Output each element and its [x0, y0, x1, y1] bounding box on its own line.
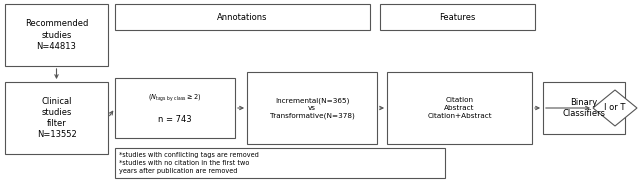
- FancyBboxPatch shape: [115, 148, 445, 178]
- Text: Incremental(N=365)
vs
Transformative(N=378): Incremental(N=365) vs Transformative(N=3…: [269, 97, 355, 119]
- FancyBboxPatch shape: [5, 82, 108, 154]
- Text: *studies with conflicting tags are removed
*studies with no citation in the firs: *studies with conflicting tags are remov…: [119, 153, 259, 174]
- Text: Clinical
studies
filter
N=13552: Clinical studies filter N=13552: [36, 97, 76, 139]
- FancyBboxPatch shape: [387, 72, 532, 144]
- FancyBboxPatch shape: [115, 4, 370, 30]
- Text: $(N_{\rm tags\ by\ class}$$\geq$$2)$: $(N_{\rm tags\ by\ class}$$\geq$$2)$: [148, 92, 202, 104]
- FancyBboxPatch shape: [543, 82, 625, 134]
- Text: Recommended
studies
N=44813: Recommended studies N=44813: [25, 19, 88, 51]
- Text: n = 743: n = 743: [158, 115, 192, 125]
- FancyBboxPatch shape: [115, 78, 235, 138]
- FancyBboxPatch shape: [247, 72, 377, 144]
- Text: Annotations: Annotations: [217, 12, 268, 22]
- Text: Binary
Classifiers: Binary Classifiers: [563, 98, 605, 118]
- Polygon shape: [593, 90, 637, 126]
- FancyBboxPatch shape: [5, 4, 108, 66]
- Text: Citation
Abstract
Citation+Abstract: Citation Abstract Citation+Abstract: [427, 98, 492, 119]
- Text: Features: Features: [439, 12, 476, 22]
- Text: I or T: I or T: [604, 104, 626, 113]
- FancyBboxPatch shape: [380, 4, 535, 30]
